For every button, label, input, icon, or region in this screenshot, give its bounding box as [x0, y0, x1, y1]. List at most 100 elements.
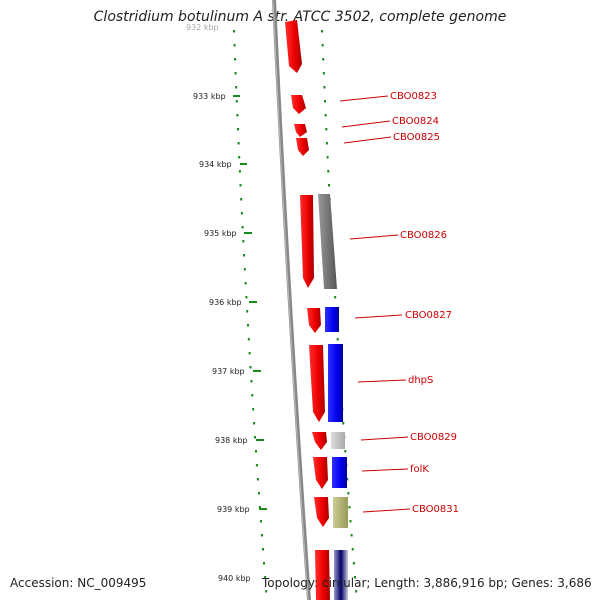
tick-label: 936 kbp: [209, 298, 242, 307]
tick-group: 932 kbp 933 kbp 934 kbp 935 kbp 936 kbp …: [186, 23, 267, 583]
ring-dot: [336, 338, 339, 341]
ring-dot: [247, 338, 250, 341]
ring-dot: [263, 562, 265, 565]
leader-line: [362, 508, 411, 513]
gene-label[interactable]: CBO0824: [392, 116, 439, 127]
cog-block[interactable]: [325, 307, 339, 332]
tick-label: 938 kbp: [215, 436, 248, 445]
ring-dot: [325, 128, 328, 131]
gene-track-cog: [318, 194, 348, 600]
ring-dot: [243, 254, 246, 257]
gene-arrow[interactable]: [285, 20, 302, 73]
ring-dot: [259, 520, 262, 523]
ring-dot: [264, 576, 267, 579]
ring-dot: [258, 506, 261, 509]
tick-label: 937 kbp: [212, 367, 245, 376]
ring-dot: [243, 268, 246, 271]
tick-label: 934 kbp: [199, 160, 232, 169]
gene-arrow[interactable]: [315, 550, 330, 600]
ring-dot: [322, 72, 325, 75]
gene-label[interactable]: CBO0827: [405, 310, 452, 321]
ring-dot: [234, 72, 237, 75]
ring-dot: [237, 142, 240, 145]
leader-line: [349, 234, 399, 240]
ring-dot: [255, 450, 257, 453]
gene-arrow[interactable]: [307, 308, 321, 333]
gene-arrow[interactable]: [294, 124, 307, 137]
ring-dot: [262, 548, 264, 551]
leader-line: [339, 95, 389, 102]
ring-dot: [323, 86, 326, 89]
tick-label: 933 kbp: [193, 92, 226, 101]
ring-dot: [349, 520, 352, 523]
ring-dot: [346, 478, 349, 481]
ring-dot: [351, 548, 354, 551]
cog-block[interactable]: [331, 432, 345, 449]
gene-label[interactable]: CBO0825: [393, 132, 440, 143]
ring-dot: [247, 324, 249, 327]
genome-backbone-highlight: [272, 0, 309, 600]
ring-dot: [240, 198, 243, 201]
ring-dot: [328, 184, 330, 187]
ring-dot: [324, 100, 326, 103]
gene-label[interactable]: folK: [410, 464, 429, 475]
ring-dot: [250, 380, 253, 383]
ring-dot: [255, 464, 258, 467]
gene-arrow[interactable]: [309, 345, 325, 422]
gene-label[interactable]: CBO0826: [400, 230, 447, 241]
ring-dot: [325, 142, 328, 145]
gene-arrow[interactable]: [313, 457, 328, 489]
ring-dot: [239, 184, 242, 187]
cog-block[interactable]: [334, 550, 348, 600]
gene-arrow[interactable]: [291, 95, 306, 114]
gene-leaders: [339, 95, 411, 513]
accession-text: Accession: NC_009495: [10, 576, 147, 590]
leader-line: [360, 436, 409, 441]
gene-label[interactable]: CBO0829: [410, 432, 457, 443]
gene-track-forward: [285, 20, 330, 600]
ring-dot: [245, 296, 248, 299]
ring-dot: [246, 310, 249, 313]
gene-arrow[interactable]: [312, 432, 327, 450]
ring-dot: [260, 534, 263, 537]
leader-line: [354, 314, 403, 319]
ring-dot: [342, 422, 345, 425]
ring-dot: [254, 436, 256, 439]
gene-label[interactable]: dhpS: [408, 375, 433, 386]
ring-dot: [334, 296, 337, 299]
ring-dot: [248, 352, 251, 355]
gene-label[interactable]: CBO0831: [412, 504, 459, 515]
ring-dot: [354, 576, 356, 579]
cog-block[interactable]: [332, 457, 347, 488]
cog-block[interactable]: [333, 497, 348, 528]
cog-block[interactable]: [318, 194, 337, 289]
tick-label: 932 kbp: [186, 23, 219, 32]
gene-arrow[interactable]: [314, 497, 329, 527]
ring-dot: [327, 170, 330, 173]
ring-dot: [251, 394, 254, 397]
ring-dot: [322, 58, 325, 61]
tick-label: 935 kbp: [204, 229, 237, 238]
genome-summary-text: Topology: circular; Length: 3,886,916 bp…: [262, 576, 592, 590]
ring-dot: [249, 366, 252, 369]
ring-dot: [235, 86, 238, 89]
ring-dot: [348, 506, 351, 509]
ring-dot: [256, 478, 259, 481]
cog-block[interactable]: [328, 344, 343, 422]
ring-dot: [241, 226, 244, 229]
ring-dot: [326, 156, 329, 159]
ring-dot: [242, 240, 245, 243]
gene-label[interactable]: CBO0823: [390, 91, 437, 102]
ring-dot: [238, 156, 241, 159]
gene-arrow[interactable]: [296, 138, 309, 156]
ring-dot: [344, 450, 347, 453]
gene-labels: CBO0823 CBO0824 CBO0825 CBO0826 CBO0827 …: [390, 91, 459, 515]
ring-dot: [237, 128, 239, 131]
ring-dot: [233, 44, 236, 47]
leader-line: [341, 120, 391, 128]
gene-arrow[interactable]: [300, 195, 314, 288]
ring-dot: [265, 590, 268, 593]
ring-dot: [240, 212, 243, 215]
